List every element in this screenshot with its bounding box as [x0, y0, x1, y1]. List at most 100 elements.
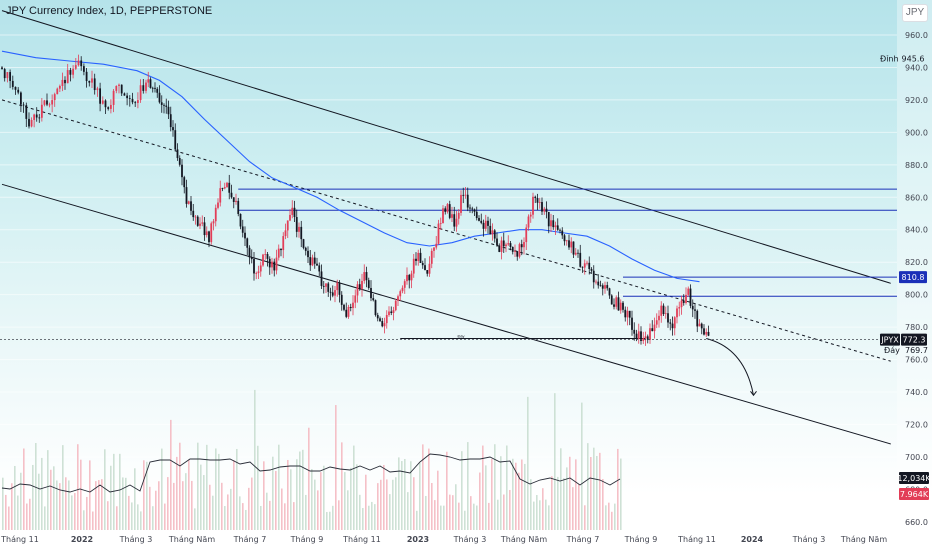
candle-body [394, 300, 397, 311]
candle-body [676, 308, 678, 318]
candle-body [379, 318, 381, 322]
volume-bar [260, 505, 262, 530]
candle-body [552, 220, 555, 228]
candle-body [264, 254, 267, 255]
candle-body [372, 298, 375, 301]
volume-bar [344, 472, 346, 530]
candle-body [651, 328, 654, 332]
candle-body [208, 231, 210, 243]
candle-body [678, 307, 681, 309]
candle-body [381, 321, 384, 327]
volume-bar [593, 447, 595, 530]
candle-body [637, 331, 640, 339]
candle-body [421, 263, 424, 266]
candle-body [196, 216, 199, 226]
volume-bar [185, 473, 187, 530]
last-price-tag-bg [901, 333, 927, 346]
candle-body [367, 280, 370, 288]
candle-body [286, 220, 289, 231]
candle-body [390, 311, 393, 313]
candle-body [69, 70, 72, 75]
candle-body [107, 107, 110, 109]
candle-body [496, 238, 498, 246]
volume-bar [89, 460, 91, 530]
volume-bar [215, 448, 217, 530]
y-tick-label: 900.0 [905, 128, 928, 137]
candle-body [282, 236, 285, 251]
candle-body [417, 252, 420, 261]
volume-bar [581, 402, 583, 530]
volume-bar [518, 472, 520, 530]
volume-bar [257, 445, 259, 530]
candle-body [705, 331, 708, 335]
candle-body [11, 80, 14, 87]
volume-bar [5, 494, 7, 530]
candle-body [460, 194, 462, 213]
volume-bar [572, 487, 574, 530]
volume-bar [134, 468, 136, 530]
volume-bar [389, 494, 391, 530]
candle-body [169, 114, 172, 128]
volume-bar [524, 463, 526, 530]
candle-body [487, 220, 489, 226]
candle-body [48, 104, 51, 106]
candle-body [239, 213, 242, 227]
volume-bar [530, 479, 532, 530]
candle-body [586, 262, 588, 264]
high-value-tag: 945.6 [902, 54, 925, 63]
candle-body [134, 102, 137, 104]
candle-body [446, 204, 449, 212]
candle-body [307, 250, 309, 258]
candle-body [667, 313, 669, 323]
currency-button[interactable]: JPY [902, 4, 928, 22]
candle-body [392, 310, 395, 313]
volume-bar [248, 487, 250, 530]
volume-bar [371, 501, 373, 530]
x-tick-label: Tháng 7 [233, 535, 267, 544]
volume-bar [509, 489, 511, 530]
candle-body [93, 78, 96, 91]
candle-body [85, 71, 88, 81]
volume-bar [95, 481, 97, 530]
candle-body [660, 305, 663, 316]
volume-bar [305, 494, 307, 530]
channel-value-tag: 810.8 [902, 273, 925, 282]
candle-body [271, 261, 273, 268]
y-tick-label: 760.0 [905, 356, 928, 365]
volume-bar [368, 505, 370, 530]
candle-body [66, 70, 69, 84]
candle-body [383, 323, 386, 327]
volume-bar [293, 502, 295, 530]
candle-body [3, 69, 6, 79]
candle-body [235, 200, 237, 202]
candle-body [293, 207, 296, 218]
candle-body [428, 263, 431, 274]
volume-bar [50, 469, 52, 530]
candle-body [137, 100, 139, 104]
volume-bar [440, 505, 442, 530]
volume-bar [83, 510, 85, 530]
volume-bar [119, 453, 121, 530]
volume-bar [140, 511, 142, 530]
x-tick-label: Tháng Năm [168, 535, 215, 544]
volume-bar [473, 503, 475, 530]
volume-bar [410, 461, 412, 530]
volume-bar [401, 461, 403, 530]
candle-body [88, 80, 91, 83]
candle-body [554, 225, 557, 228]
candle-body [631, 317, 633, 330]
volume-bar [206, 444, 208, 530]
volume-bar [242, 503, 244, 530]
candle-body [361, 280, 363, 289]
candle-body [178, 158, 181, 165]
candle-body [520, 244, 523, 248]
volume-bar [11, 483, 13, 530]
candle-body [448, 204, 451, 218]
volume-last-tag: 7.964K [900, 490, 929, 499]
candle-body [430, 250, 433, 264]
candle-body [214, 207, 217, 222]
volume-bar [92, 511, 94, 530]
volume-bar [182, 481, 184, 530]
candle-body [120, 84, 123, 94]
